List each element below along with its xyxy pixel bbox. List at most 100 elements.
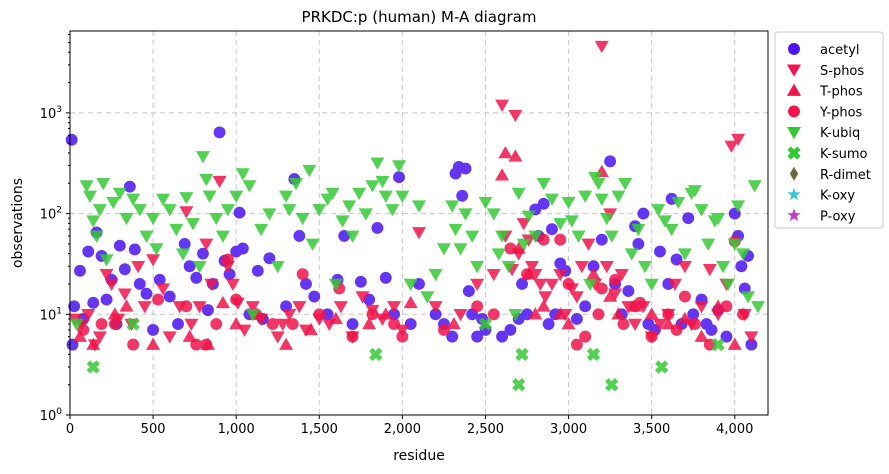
data-point	[201, 304, 214, 317]
data-point	[147, 323, 160, 336]
data-point	[487, 308, 500, 321]
data-point	[677, 260, 692, 274]
data-point	[470, 260, 485, 274]
data-point	[570, 312, 583, 325]
x-tick-label: 1,000	[218, 422, 255, 437]
data-point	[199, 173, 214, 187]
legend-label: acetyl	[820, 43, 860, 58]
data-point	[242, 180, 257, 193]
data-point	[345, 230, 360, 243]
data-point	[579, 300, 592, 313]
data-point	[86, 215, 101, 228]
data-point	[387, 301, 402, 314]
data-point	[604, 230, 619, 243]
x-tick-label: 3,000	[550, 422, 587, 437]
data-point	[721, 278, 736, 291]
data-point	[737, 308, 750, 321]
data-point	[354, 275, 367, 288]
data-point	[163, 290, 176, 303]
data-point	[495, 168, 510, 181]
data-point	[731, 200, 746, 213]
data-point	[511, 187, 526, 201]
legend-label: R-dimet	[820, 168, 871, 183]
data-point	[446, 330, 459, 343]
data-point	[521, 210, 536, 223]
x-tick-label: 1,500	[301, 422, 338, 437]
data-point	[352, 187, 367, 201]
data-point	[107, 307, 122, 320]
data-point	[293, 229, 306, 242]
data-point	[229, 190, 244, 203]
data-point	[624, 248, 639, 261]
data-point	[119, 299, 134, 312]
data-point	[667, 278, 682, 291]
legend-label: P-oxy	[820, 209, 856, 224]
data-point	[677, 311, 692, 325]
x-tick-label: 0	[66, 422, 74, 437]
data-point	[89, 230, 104, 243]
legend-marker	[787, 83, 801, 96]
data-point	[223, 268, 236, 281]
data-point	[428, 268, 443, 282]
data-point	[312, 204, 327, 217]
data-point	[437, 323, 450, 336]
data-point	[395, 190, 410, 203]
data-point	[537, 233, 550, 246]
data-point	[465, 230, 480, 243]
data-point	[81, 309, 96, 322]
data-point	[579, 330, 592, 343]
data-point	[512, 378, 526, 392]
data-point	[113, 239, 126, 252]
legend-marker	[787, 187, 801, 201]
data-point	[471, 300, 484, 313]
series-k-sumo	[86, 317, 725, 392]
data-point	[215, 230, 230, 243]
data-point	[644, 307, 659, 320]
data-point	[68, 300, 81, 313]
data-point	[736, 248, 751, 261]
data-point	[220, 204, 235, 217]
data-point	[156, 193, 171, 206]
data-point	[162, 204, 177, 217]
data-point	[95, 318, 108, 330]
series-k-ubiq	[69, 151, 766, 332]
data-point	[362, 317, 377, 330]
data-point	[146, 254, 161, 267]
legend-marker	[787, 64, 801, 77]
data-point	[618, 178, 633, 191]
data-point	[335, 215, 350, 228]
legend-marker	[788, 105, 800, 118]
data-point	[99, 254, 114, 267]
data-point	[282, 309, 297, 322]
data-point	[366, 308, 379, 321]
data-point	[720, 330, 733, 343]
data-point	[724, 140, 739, 153]
y-tick-label: 100	[40, 407, 63, 424]
data-point	[378, 307, 393, 320]
data-point	[139, 230, 154, 243]
data-point	[687, 185, 702, 198]
data-point	[516, 218, 531, 231]
data-point	[403, 295, 418, 309]
data-point	[546, 223, 558, 236]
data-point	[275, 318, 290, 332]
data-point	[204, 278, 219, 291]
data-point	[325, 187, 340, 201]
data-point	[365, 180, 380, 193]
data-point	[516, 238, 531, 251]
data-point	[655, 360, 669, 374]
data-point	[289, 178, 304, 191]
data-point	[677, 248, 692, 261]
data-point	[508, 309, 523, 322]
legend: acetyl S-phos T-phos Y-phos K-ubiq K-sumo R-di…	[774, 31, 884, 229]
data-point	[587, 260, 600, 273]
data-point	[445, 200, 460, 213]
data-point	[182, 329, 197, 342]
data-point	[92, 204, 107, 217]
data-point	[504, 323, 517, 336]
data-point	[245, 309, 260, 322]
data-point	[711, 337, 725, 352]
data-point	[266, 318, 279, 330]
data-point	[496, 330, 509, 343]
data-point	[393, 171, 406, 184]
